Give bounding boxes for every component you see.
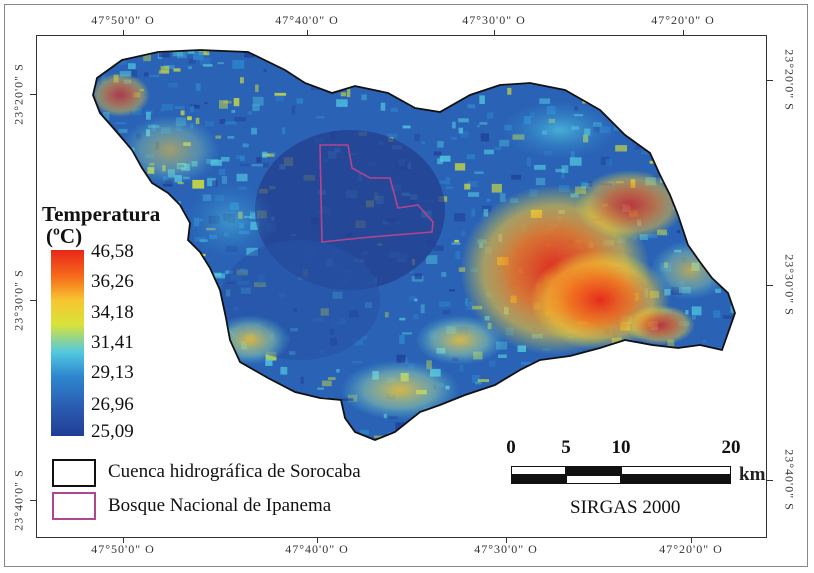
- tick-mark: [767, 480, 773, 481]
- tick-mark: [767, 80, 773, 81]
- tick-mark: [30, 300, 36, 301]
- lon-label-top-1: 47°50'0" O: [91, 13, 155, 27]
- scale-label-10: 10: [611, 437, 631, 458]
- basin-boundary: [92, 49, 736, 441]
- scale-segment: [621, 466, 731, 475]
- lon-label-bottom-3: 47°30'0" O: [474, 542, 538, 556]
- legend-value-3: 34,18: [91, 302, 134, 323]
- tick-mark: [683, 30, 684, 36]
- map-outer-border: [4, 4, 808, 567]
- tick-mark: [317, 537, 318, 543]
- legend-title: Temperatura (ºC): [42, 203, 160, 247]
- scale-label-0: 0: [506, 437, 516, 458]
- temperature-color-ramp: [51, 250, 84, 436]
- scale-unit: km: [739, 464, 766, 485]
- legend-title-line2: (ºC): [46, 224, 83, 248]
- scale-segment: [511, 466, 566, 475]
- legend-value-7: 25,09: [91, 421, 134, 442]
- legend-value-5: 29,13: [91, 362, 134, 383]
- lon-label-bottom-1: 47°50'0" O: [91, 542, 155, 556]
- tick-mark: [30, 500, 36, 501]
- tick-mark: [506, 537, 507, 543]
- basin-legend-label: Cuenca hidrográfica de Sorocaba: [108, 461, 361, 482]
- tick-mark: [767, 285, 773, 286]
- scale-label-5: 5: [561, 437, 571, 458]
- tick-mark: [123, 30, 124, 36]
- scale-segment: [621, 475, 731, 484]
- scale-segment: [566, 466, 621, 475]
- legend-title-line1: Temperatura: [42, 202, 161, 226]
- basin-legend-swatch: [52, 459, 96, 487]
- forest-boundary: [319, 144, 434, 243]
- scale-segment: [566, 475, 621, 484]
- lon-label-bottom-4: 47°20'0" O: [659, 542, 723, 556]
- legend-value-2: 36,26: [91, 271, 134, 292]
- tick-mark: [494, 30, 495, 36]
- lon-label-top-4: 47°20'0" O: [651, 13, 715, 27]
- lon-label-top-3: 47°30'0" O: [462, 13, 526, 27]
- tick-mark: [307, 30, 308, 36]
- legend-value-4: 31,41: [91, 332, 134, 353]
- tick-mark: [691, 537, 692, 543]
- tick-mark: [123, 537, 124, 543]
- datum-label: SIRGAS 2000: [570, 497, 681, 518]
- lon-label-bottom-2: 47°40'0" O: [285, 542, 349, 556]
- scale-segment: [511, 475, 566, 484]
- scale-label-20: 20: [721, 437, 741, 458]
- legend-value-1: 46,58: [91, 241, 134, 262]
- legend-value-6: 26,96: [91, 394, 134, 415]
- forest-legend-label: Bosque Nacional de Ipanema: [108, 495, 332, 516]
- forest-legend-swatch: [52, 492, 96, 520]
- lon-label-top-2: 47°40'0" O: [275, 13, 339, 27]
- thermal-raster: [93, 50, 735, 440]
- tick-mark: [30, 94, 36, 95]
